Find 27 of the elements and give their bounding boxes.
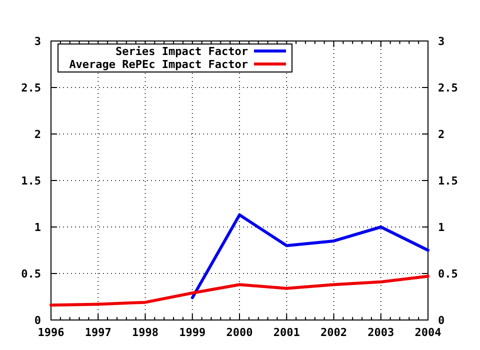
legend-label: Series Impact Factor — [116, 45, 248, 58]
x-tick-label: 1997 — [84, 326, 112, 339]
y2-tick-label: 2 — [438, 128, 445, 141]
line-series — [50, 274, 430, 307]
x-tick-label: 2004 — [414, 326, 442, 339]
y2-tick-label: 3 — [438, 35, 445, 48]
y-tick-label: 2.5 — [21, 82, 41, 94]
y2-tick-label: 2.5 — [438, 82, 458, 94]
x-tick-label: 2003 — [368, 326, 394, 339]
line-series — [190, 213, 430, 300]
y-tick-label: 1.5 — [21, 174, 41, 188]
y2-tick-label: 1.5 — [438, 174, 458, 188]
y-tick-label: 0 — [34, 314, 41, 327]
y-tick-label: 3 — [34, 35, 41, 48]
y-tick-label: 1 — [34, 221, 42, 234]
y-tick-label: 2 — [34, 128, 41, 141]
x-tick-label: 1996 — [38, 326, 65, 339]
x-tick-label: 2001 — [273, 326, 300, 339]
y2-tick-label: 0.5 — [438, 268, 458, 280]
y2-tick-label: 0 — [438, 314, 445, 327]
x-tick-label: 1998 — [132, 326, 158, 339]
y-tick-label: 0.5 — [21, 268, 41, 280]
legend-label: Average RePEc Impact Factor — [69, 58, 248, 71]
y2-tick-label: 1 — [438, 221, 445, 234]
x-tick-label: 2002 — [320, 326, 347, 339]
x-tick-label: 1999 — [179, 326, 206, 339]
x-tick-label: 2000 — [226, 326, 253, 339]
